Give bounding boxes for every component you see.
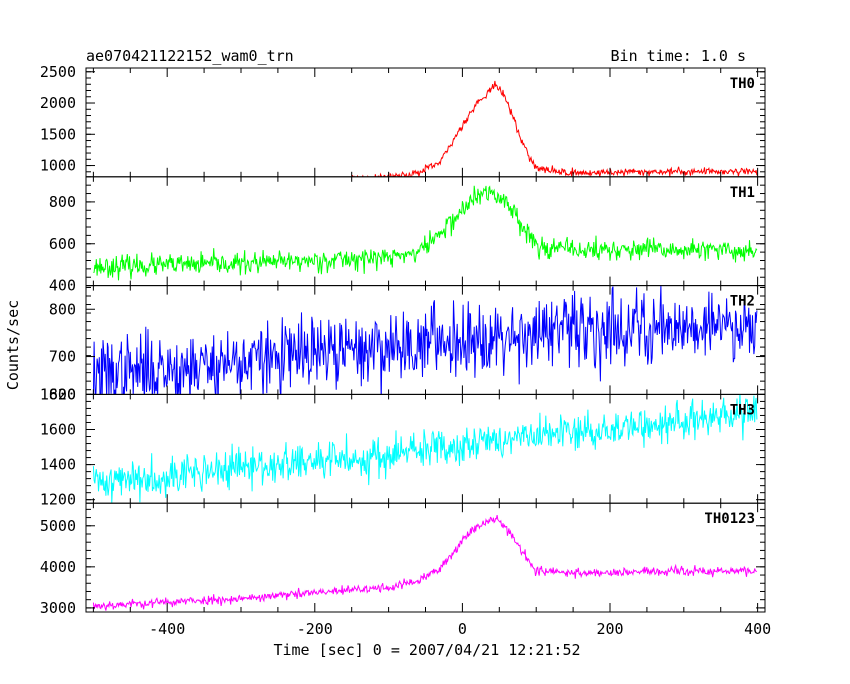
x-tick-label: -200 xyxy=(297,620,333,638)
panel-frame-th0 xyxy=(85,67,766,178)
y-tick-label: 800 xyxy=(49,300,76,318)
bin-time-label: Bin time: 1.0 s xyxy=(611,47,746,65)
panel-label-th1: TH1 xyxy=(730,185,755,201)
y-tick-label: 600 xyxy=(49,235,76,253)
y-tick-label: 1400 xyxy=(40,456,76,474)
y-tick-label: 4000 xyxy=(40,558,76,576)
y-tick-label: 620 xyxy=(49,385,76,403)
series-line-th1 xyxy=(93,185,758,281)
x-tick-label: 0 xyxy=(458,620,467,638)
y-tick-label: 1500 xyxy=(40,125,76,143)
y-axis-label: Counts/sec xyxy=(4,300,22,390)
y-tick-label: 800 xyxy=(49,193,76,211)
series-line-th0 xyxy=(334,80,758,177)
y-tick-label: 2500 xyxy=(40,63,76,81)
y-tick-label: 1600 xyxy=(40,420,76,438)
series-line-th3 xyxy=(92,394,758,503)
panel-label-th2: TH2 xyxy=(730,294,755,310)
x-tick-label: 200 xyxy=(596,620,623,638)
series-line-th0123 xyxy=(92,515,758,611)
x-tick-label: 400 xyxy=(744,620,771,638)
panel-label-th0: TH0 xyxy=(730,76,755,92)
y-tick-label: 5000 xyxy=(40,517,76,535)
y-tick-label: 3000 xyxy=(40,599,76,617)
panel-frame-th1 xyxy=(85,176,766,287)
x-axis-label: Time [sec] 0 = 2007/04/21 12:21:52 xyxy=(273,641,580,659)
series-line-th2 xyxy=(92,285,758,395)
panel-label-th3: TH3 xyxy=(730,402,755,418)
y-tick-label: 700 xyxy=(49,348,76,366)
x-tick-label: -400 xyxy=(149,620,185,638)
y-tick-label: 1200 xyxy=(40,491,76,509)
panel-frame-th0123 xyxy=(85,502,766,613)
panels-group: TH01000150020002500TH1400600800TH2620700… xyxy=(40,63,771,638)
y-tick-label: 400 xyxy=(49,277,76,295)
panel-label-th0123: TH0123 xyxy=(704,511,755,527)
y-tick-label: 2000 xyxy=(40,94,76,112)
y-tick-label: 1000 xyxy=(40,157,76,175)
chart-title: ae070421122152_wam0_trn xyxy=(86,47,294,65)
y-tick-label: 1800 xyxy=(40,385,76,403)
